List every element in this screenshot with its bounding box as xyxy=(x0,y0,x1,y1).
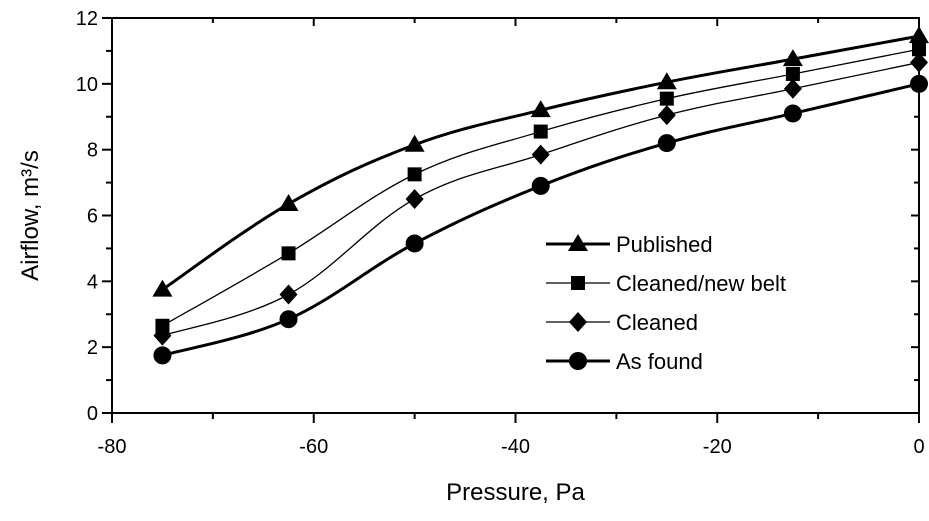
x-tick-label: -40 xyxy=(501,436,530,458)
series-circle xyxy=(153,74,928,365)
data-point-triangle xyxy=(909,26,929,44)
legend-label: Published xyxy=(616,232,713,257)
y-tick-label: 4 xyxy=(87,271,98,293)
legend-item: As found xyxy=(546,349,703,374)
data-point-diamond xyxy=(657,105,676,126)
legend-label: Cleaned xyxy=(616,310,698,335)
series-diamond xyxy=(153,52,928,346)
x-tick-label: -60 xyxy=(299,436,328,458)
data-point-triangle xyxy=(782,49,803,67)
y-axis-ticks: 0 2 4 6 8 10 12 xyxy=(76,8,919,425)
y-tick-label: 12 xyxy=(76,8,98,30)
data-point-triangle xyxy=(530,100,551,118)
data-point-triangle xyxy=(656,72,677,90)
data-point-square xyxy=(533,124,548,139)
data-point-triangle xyxy=(152,279,173,297)
legend-marker-square xyxy=(571,276,585,290)
y-tick-label: 6 xyxy=(87,206,98,228)
x-tick-label: 0 xyxy=(913,436,924,458)
legend-label: Cleaned/new belt xyxy=(616,271,786,296)
y-tick-label: 10 xyxy=(76,74,98,96)
legend-item: Cleaned/new belt xyxy=(546,271,786,296)
legend-marker-circle xyxy=(569,352,587,370)
data-point-square xyxy=(659,91,674,106)
axes-layer: -80 -60 -40 -20 0 0 2 4 6 8 10 12 xyxy=(76,8,925,458)
data-point-square xyxy=(407,167,422,182)
data-point-circle xyxy=(657,134,676,153)
data-point-diamond xyxy=(153,325,172,346)
data-point-circle xyxy=(405,234,424,253)
data-point-circle xyxy=(531,176,550,195)
x-tick-label: -20 xyxy=(703,436,732,458)
data-point-square xyxy=(281,246,296,261)
x-tick-label: -80 xyxy=(98,436,127,458)
y-tick-label: 0 xyxy=(87,403,98,425)
series-layer xyxy=(152,26,929,365)
series-triangle xyxy=(152,26,929,297)
data-point-diamond xyxy=(405,189,424,210)
data-point-circle xyxy=(783,104,802,123)
y-axis-title: Airflow, m³/s xyxy=(17,150,44,281)
data-point-diamond xyxy=(783,78,802,99)
legend-item: Cleaned xyxy=(546,310,698,335)
data-point-square xyxy=(912,42,926,57)
data-point-diamond xyxy=(279,284,298,305)
series-square xyxy=(155,42,926,333)
data-point-triangle xyxy=(278,193,299,211)
data-point-circle xyxy=(153,346,172,365)
data-point-triangle xyxy=(404,134,425,152)
data-point-square xyxy=(785,66,800,81)
data-point-diamond xyxy=(531,144,550,165)
x-axis-ticks: -80 -60 -40 -20 0 xyxy=(98,18,925,458)
data-point-circle xyxy=(279,310,298,329)
legend-item: Published xyxy=(546,232,713,257)
data-point-diamond xyxy=(910,52,928,73)
legend-marker-triangle xyxy=(568,234,588,251)
legend-label: As found xyxy=(616,349,703,374)
y-tick-label: 8 xyxy=(87,140,98,162)
legend-marker-diamond xyxy=(569,312,587,332)
legend: Published Cleaned/new belt Cleaned As found xyxy=(546,232,786,374)
y-tick-label: 2 xyxy=(87,337,98,359)
x-axis-title: Pressure, Pa xyxy=(446,479,585,506)
